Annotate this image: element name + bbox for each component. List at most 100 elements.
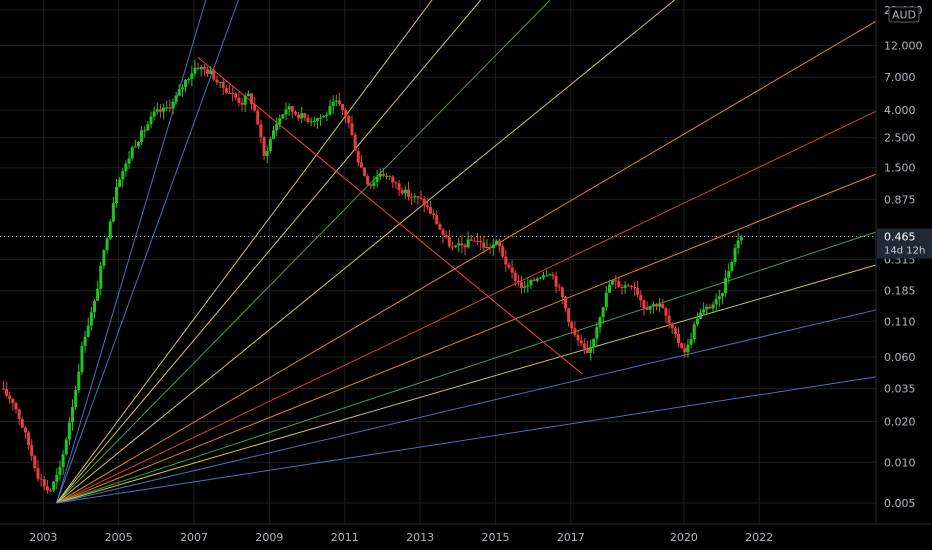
candle-up bbox=[89, 312, 93, 326]
candle-down bbox=[8, 395, 12, 399]
time-tick-label: 2009 bbox=[255, 531, 283, 544]
candle-up bbox=[717, 296, 721, 300]
candle-down bbox=[249, 93, 253, 105]
fan-line bbox=[56, 309, 877, 504]
grid-lines bbox=[0, 0, 876, 524]
candle-down bbox=[463, 245, 467, 248]
candle-down bbox=[42, 479, 46, 487]
candle-up bbox=[727, 270, 731, 278]
candle-down bbox=[629, 285, 633, 287]
candle-down bbox=[482, 242, 486, 248]
candle-up bbox=[526, 285, 530, 287]
candle-down bbox=[262, 137, 266, 156]
candle-up bbox=[589, 347, 593, 353]
candle-down bbox=[472, 240, 476, 242]
candle-down bbox=[498, 240, 502, 247]
candle-down bbox=[20, 419, 24, 428]
candle-up bbox=[466, 239, 470, 248]
candle-down bbox=[551, 274, 555, 277]
time-tick-label: 2007 bbox=[180, 531, 208, 544]
candle-up bbox=[52, 481, 56, 491]
candle-down bbox=[516, 280, 520, 283]
current-price-badge-bg bbox=[877, 228, 932, 259]
candle-down bbox=[425, 205, 429, 208]
candle-down bbox=[231, 93, 235, 95]
fan-line bbox=[56, 376, 877, 504]
candle-up bbox=[287, 106, 291, 110]
candle-up bbox=[604, 292, 608, 308]
candle-up bbox=[730, 262, 734, 271]
candle-down bbox=[614, 280, 618, 282]
candle-down bbox=[416, 196, 420, 198]
fan-line bbox=[56, 231, 877, 504]
candle-down bbox=[532, 279, 536, 281]
candle-up bbox=[284, 109, 288, 115]
candle-up bbox=[209, 70, 213, 74]
candle-up bbox=[702, 309, 706, 313]
candle-up bbox=[491, 244, 495, 249]
candle-up bbox=[278, 118, 282, 125]
candle-down bbox=[290, 106, 294, 112]
candle-up bbox=[152, 111, 156, 117]
candle-up bbox=[315, 118, 319, 121]
candle-up bbox=[93, 300, 97, 313]
candles bbox=[1, 59, 743, 494]
fan-line bbox=[56, 0, 433, 504]
candle-down bbox=[240, 102, 244, 105]
candle-up bbox=[485, 247, 489, 249]
candle-down bbox=[664, 308, 668, 316]
candle-up bbox=[535, 278, 539, 281]
time-tick-label: 2020 bbox=[670, 531, 698, 544]
candle-up bbox=[592, 338, 596, 348]
candle-up bbox=[548, 274, 552, 276]
current-price-label: 0.465 bbox=[884, 231, 916, 244]
candle-up bbox=[162, 107, 166, 112]
price-tick-label: 0.035 bbox=[884, 383, 916, 396]
candle-down bbox=[444, 235, 448, 238]
candle-up bbox=[140, 130, 144, 142]
candle-up bbox=[281, 114, 285, 119]
candle-up bbox=[331, 101, 335, 107]
candle-down bbox=[158, 109, 162, 112]
candle-down bbox=[297, 114, 301, 119]
candle-down bbox=[212, 70, 216, 80]
candle-down bbox=[435, 215, 439, 225]
candle-down bbox=[563, 297, 567, 309]
candle-up bbox=[648, 306, 652, 310]
candle-down bbox=[479, 241, 483, 243]
candle-down bbox=[49, 490, 53, 492]
candle-up bbox=[705, 306, 709, 310]
candle-up bbox=[724, 277, 728, 294]
candle-down bbox=[17, 409, 21, 420]
candle-down bbox=[661, 304, 665, 309]
price-tick-label: 0.020 bbox=[884, 416, 916, 429]
candle-down bbox=[168, 107, 172, 109]
candle-down bbox=[419, 197, 423, 199]
time-axis[interactable]: 2003 2005 2007 2009 2011 2013 2015 2017 2020 2022 bbox=[29, 531, 773, 544]
candle-up bbox=[118, 179, 122, 187]
candle-down bbox=[570, 321, 574, 329]
fan-line bbox=[56, 20, 877, 504]
candle-up bbox=[96, 288, 100, 301]
candle-up bbox=[689, 339, 693, 345]
time-tick-label: 2005 bbox=[105, 531, 133, 544]
candle-up bbox=[545, 275, 549, 277]
time-tick-label: 2015 bbox=[481, 531, 509, 544]
candle-up bbox=[246, 93, 250, 97]
candle-down bbox=[642, 300, 646, 309]
currency-box[interactable]: AUD bbox=[888, 6, 920, 23]
candle-down bbox=[513, 272, 517, 281]
candle-down bbox=[476, 240, 480, 242]
time-tick-label: 2011 bbox=[331, 531, 359, 544]
candle-up bbox=[720, 293, 724, 297]
candle-up bbox=[146, 124, 150, 131]
candle-up bbox=[77, 371, 81, 390]
candle-down bbox=[576, 334, 580, 341]
candle-up bbox=[692, 324, 696, 340]
candle-up bbox=[177, 89, 181, 96]
price-tick-label: 0.010 bbox=[884, 456, 916, 469]
candle-down bbox=[488, 247, 492, 249]
candle-up bbox=[372, 182, 376, 186]
